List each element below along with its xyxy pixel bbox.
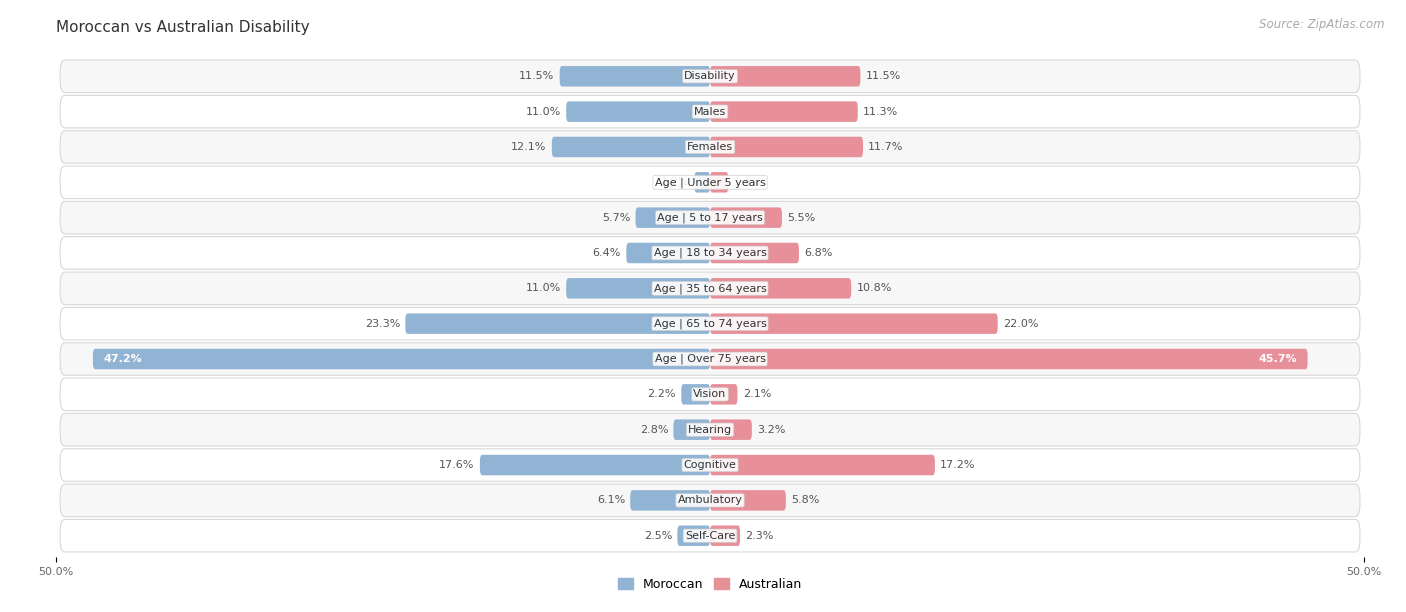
- Text: Age | Under 5 years: Age | Under 5 years: [655, 177, 765, 187]
- FancyBboxPatch shape: [60, 520, 1360, 552]
- FancyBboxPatch shape: [479, 455, 710, 476]
- FancyBboxPatch shape: [695, 172, 710, 193]
- Text: 11.5%: 11.5%: [519, 71, 554, 81]
- Text: 2.2%: 2.2%: [648, 389, 676, 400]
- Text: Cognitive: Cognitive: [683, 460, 737, 470]
- Text: Self-Care: Self-Care: [685, 531, 735, 541]
- Text: 6.8%: 6.8%: [804, 248, 832, 258]
- FancyBboxPatch shape: [710, 526, 740, 546]
- FancyBboxPatch shape: [710, 66, 860, 86]
- Text: 11.0%: 11.0%: [526, 106, 561, 117]
- FancyBboxPatch shape: [560, 66, 710, 86]
- Text: 5.5%: 5.5%: [787, 212, 815, 223]
- FancyBboxPatch shape: [60, 131, 1360, 163]
- FancyBboxPatch shape: [60, 201, 1360, 234]
- Text: 22.0%: 22.0%: [1002, 319, 1039, 329]
- FancyBboxPatch shape: [710, 102, 858, 122]
- Text: 2.8%: 2.8%: [640, 425, 668, 435]
- Text: 5.8%: 5.8%: [792, 495, 820, 506]
- Text: 12.1%: 12.1%: [512, 142, 547, 152]
- FancyBboxPatch shape: [60, 414, 1360, 446]
- Text: 1.4%: 1.4%: [734, 177, 762, 187]
- Text: 47.2%: 47.2%: [103, 354, 142, 364]
- FancyBboxPatch shape: [710, 136, 863, 157]
- Text: 45.7%: 45.7%: [1258, 354, 1298, 364]
- Text: Hearing: Hearing: [688, 425, 733, 435]
- Text: 1.2%: 1.2%: [661, 177, 689, 187]
- FancyBboxPatch shape: [710, 172, 728, 193]
- Text: 11.5%: 11.5%: [866, 71, 901, 81]
- Text: 10.8%: 10.8%: [856, 283, 891, 293]
- Text: Females: Females: [688, 142, 733, 152]
- FancyBboxPatch shape: [710, 384, 738, 405]
- FancyBboxPatch shape: [567, 278, 710, 299]
- Text: 3.2%: 3.2%: [756, 425, 786, 435]
- FancyBboxPatch shape: [710, 349, 1308, 369]
- Text: 17.6%: 17.6%: [439, 460, 475, 470]
- FancyBboxPatch shape: [626, 243, 710, 263]
- Legend: Moroccan, Australian: Moroccan, Australian: [613, 573, 807, 596]
- Text: 11.7%: 11.7%: [869, 142, 904, 152]
- Text: Source: ZipAtlas.com: Source: ZipAtlas.com: [1260, 18, 1385, 31]
- FancyBboxPatch shape: [630, 490, 710, 510]
- FancyBboxPatch shape: [710, 490, 786, 510]
- Text: Age | 65 to 74 years: Age | 65 to 74 years: [654, 318, 766, 329]
- Text: Ambulatory: Ambulatory: [678, 495, 742, 506]
- FancyBboxPatch shape: [673, 419, 710, 440]
- Text: Age | 18 to 34 years: Age | 18 to 34 years: [654, 248, 766, 258]
- FancyBboxPatch shape: [678, 526, 710, 546]
- Text: Disability: Disability: [685, 71, 735, 81]
- FancyBboxPatch shape: [710, 313, 998, 334]
- FancyBboxPatch shape: [60, 343, 1360, 375]
- Text: Moroccan vs Australian Disability: Moroccan vs Australian Disability: [56, 20, 309, 35]
- FancyBboxPatch shape: [710, 207, 782, 228]
- Text: 2.1%: 2.1%: [742, 389, 770, 400]
- FancyBboxPatch shape: [551, 136, 710, 157]
- FancyBboxPatch shape: [60, 307, 1360, 340]
- Text: 6.1%: 6.1%: [596, 495, 626, 506]
- FancyBboxPatch shape: [710, 243, 799, 263]
- FancyBboxPatch shape: [682, 384, 710, 405]
- Text: 11.0%: 11.0%: [526, 283, 561, 293]
- Text: 2.5%: 2.5%: [644, 531, 672, 541]
- FancyBboxPatch shape: [710, 419, 752, 440]
- FancyBboxPatch shape: [710, 278, 851, 299]
- FancyBboxPatch shape: [60, 95, 1360, 128]
- Text: 5.7%: 5.7%: [602, 212, 630, 223]
- Text: 23.3%: 23.3%: [364, 319, 401, 329]
- FancyBboxPatch shape: [636, 207, 710, 228]
- Text: Age | 5 to 17 years: Age | 5 to 17 years: [657, 212, 763, 223]
- Text: 11.3%: 11.3%: [863, 106, 898, 117]
- Text: 17.2%: 17.2%: [941, 460, 976, 470]
- Text: 6.4%: 6.4%: [593, 248, 621, 258]
- FancyBboxPatch shape: [710, 455, 935, 476]
- FancyBboxPatch shape: [60, 166, 1360, 198]
- FancyBboxPatch shape: [60, 272, 1360, 305]
- FancyBboxPatch shape: [60, 60, 1360, 92]
- Text: Vision: Vision: [693, 389, 727, 400]
- Text: Males: Males: [695, 106, 725, 117]
- FancyBboxPatch shape: [60, 449, 1360, 481]
- FancyBboxPatch shape: [93, 349, 710, 369]
- FancyBboxPatch shape: [60, 378, 1360, 411]
- Text: Age | 35 to 64 years: Age | 35 to 64 years: [654, 283, 766, 294]
- FancyBboxPatch shape: [405, 313, 710, 334]
- Text: Age | Over 75 years: Age | Over 75 years: [655, 354, 765, 364]
- FancyBboxPatch shape: [567, 102, 710, 122]
- Text: 2.3%: 2.3%: [745, 531, 773, 541]
- FancyBboxPatch shape: [60, 237, 1360, 269]
- FancyBboxPatch shape: [60, 484, 1360, 517]
